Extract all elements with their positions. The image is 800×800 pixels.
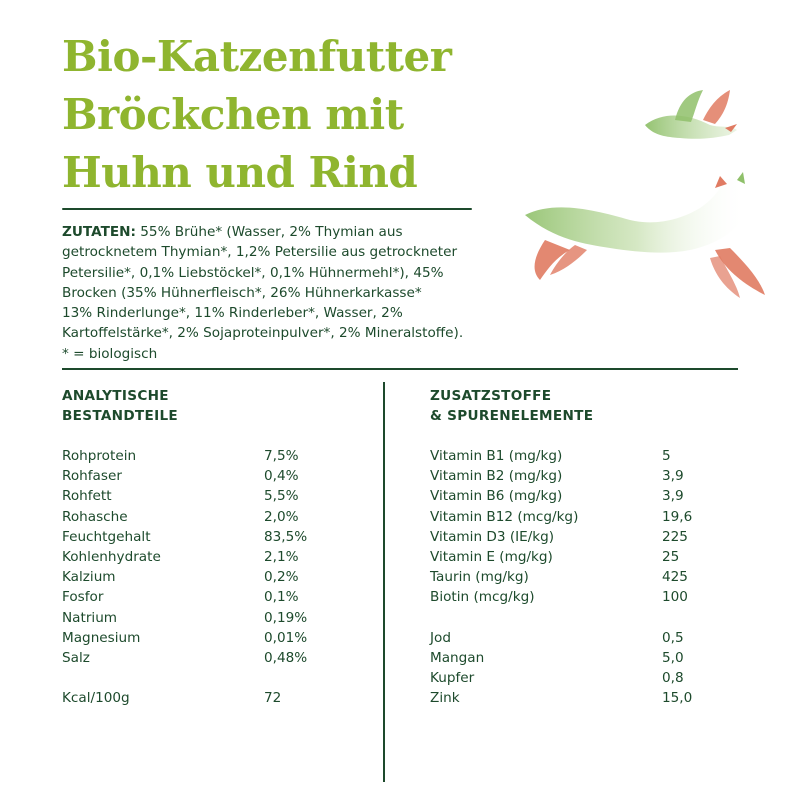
table-row: Biotin (mcg/kg) 100 <box>430 589 688 606</box>
title-line-2: Bröckchen mit <box>62 90 404 139</box>
table-row: Taurin (mg/kg) 425 <box>430 569 688 586</box>
ingredients-line: Brocken (35% Hühnerfleisch*, 26% Hühnerk… <box>62 284 422 301</box>
ingredients-label: ZUTATEN: <box>62 224 136 240</box>
table-row: Magnesium 0,01% <box>62 629 308 646</box>
ingredients-text: ZUTATEN: 55% Brühe* (Wasser, 2% Thymian … <box>62 222 542 364</box>
additives-table: Vitamin B1 (mg/kg) 5 Vitamin B2 (mg/kg) 3,… <box>430 446 750 708</box>
table-row: Kalzium 0,2% <box>62 569 299 586</box>
cat-and-bird-illustration <box>525 90 765 298</box>
ingredients-line: Petersilie*, 0,1% Liebstöckel*, 0,1% Hüh… <box>62 264 444 281</box>
table-row: Fosfor 0,1% <box>62 589 299 606</box>
table-row: Feuchtgehalt 83,5% <box>62 528 308 545</box>
table-row: Rohfaser 0,4% <box>62 468 299 485</box>
table-row: Rohfett 5,5% <box>62 488 299 505</box>
table-row: Rohasche 2,0% <box>62 508 299 525</box>
analytics-table: Rohprotein 7,5% Rohfaser 0,4% Rohfett 5,5% … <box>62 446 362 708</box>
section-divider <box>62 368 738 370</box>
title-line-3: Huhn und Rind <box>62 148 418 197</box>
ingredients-line: 13% Rinderlunge*, 11% Rinderleber*, Wass… <box>62 305 403 322</box>
table-row: Rohprotein 7,5% <box>62 448 299 464</box>
product-title: Bio-Katzenfutter Bröckchen mit Huhn und … <box>62 28 532 202</box>
table-row: Kupfer 0,8 <box>430 670 684 687</box>
title-line-1: Bio-Katzenfutter <box>62 32 452 81</box>
cat-icon <box>525 172 765 298</box>
table-row: Vitamin D3 (IE/kg) 225 <box>430 528 688 545</box>
table-row: Vitamin B12 (mcg/kg) 19,6 <box>430 508 693 525</box>
title-divider <box>62 208 472 210</box>
additives-heading: ZUSATZSTOFFE & SPURENELEMENTE <box>430 388 594 424</box>
column-divider <box>383 382 385 782</box>
ingredients-line: getrocknetem Thymian*, 1,2% Petersilie a… <box>62 244 458 261</box>
table-row: Vitamin B6 (mg/kg) 3,9 <box>430 488 684 505</box>
table-row: Salz 0,48% <box>62 649 308 666</box>
energy-row: Kcal/100g 72 <box>62 690 282 707</box>
table-row: Vitamin B2 (mg/kg) 3,9 <box>430 468 684 485</box>
table-row: Natrium 0,19% <box>62 609 308 626</box>
table-row: Zink 15,0 <box>430 690 693 707</box>
ingredients-line: Kartoffelstärke*, 2% Sojaproteinpulver*,… <box>62 325 464 342</box>
table-row: Jod 0,5 <box>430 629 684 646</box>
table-row: Vitamin E (mg/kg) 25 <box>430 548 680 565</box>
analytics-heading: ANALYTISCHE BESTANDTEILE <box>62 388 179 424</box>
ingredients-footnote: * = biologisch <box>62 345 158 362</box>
table-row: Kohlenhydrate 2,1% <box>62 548 299 565</box>
bird-icon <box>645 90 737 139</box>
ingredients-line: 55% Brühe* (Wasser, 2% Thymian aus <box>135 224 403 240</box>
table-row: Vitamin B1 (mg/kg) 5 <box>430 448 671 464</box>
table-row: Mangan 5,0 <box>430 649 684 666</box>
